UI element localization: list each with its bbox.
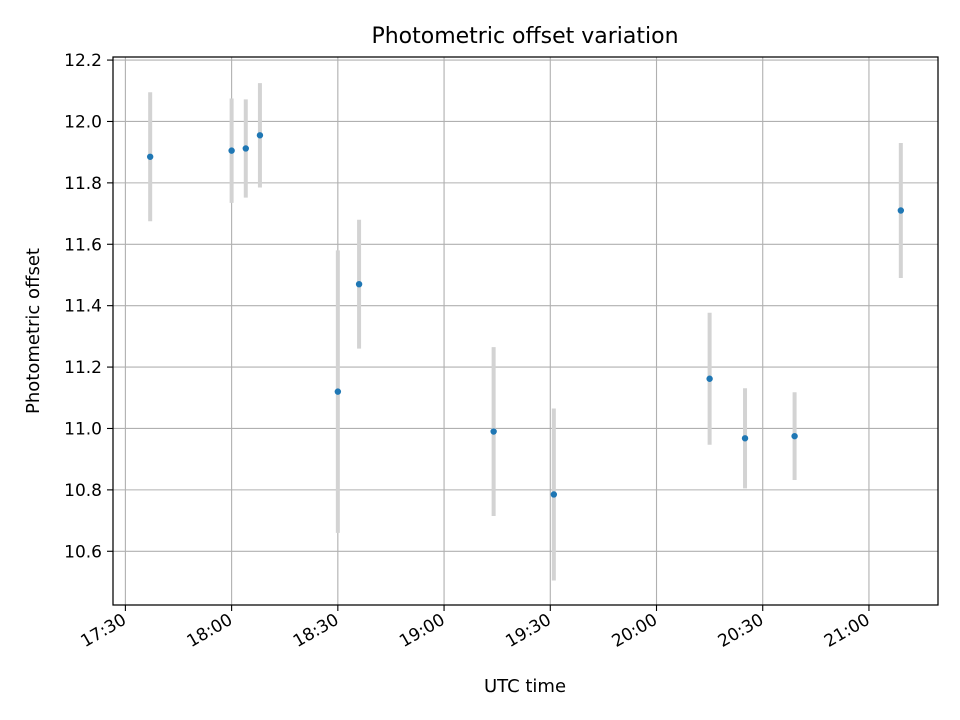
- y-tick-label: 11.0: [64, 419, 102, 439]
- data-point: [897, 207, 905, 214]
- y-axis-ticks: 10.6 10.8 11.0 11.2 11.4 11.6 11.8 12.0 12.2: [64, 51, 113, 562]
- y-tick-label: 12.2: [64, 51, 102, 71]
- data-point: [334, 388, 342, 395]
- data-point: [550, 491, 558, 498]
- y-axis-label: Photometric offset: [23, 248, 44, 414]
- data-point: [490, 428, 497, 435]
- data-point: [741, 435, 749, 442]
- y-tick-label: 11.4: [64, 297, 102, 317]
- data-point: [256, 132, 264, 139]
- y-tick-label: 11.8: [64, 174, 102, 194]
- data-points: [146, 132, 905, 498]
- grid-lines: [113, 57, 938, 605]
- y-tick-label: 11.2: [64, 358, 102, 378]
- data-point: [791, 432, 798, 440]
- x-axis-label: UTC time: [484, 676, 566, 697]
- chart-title: Photometric offset variation: [371, 24, 678, 49]
- data-point: [228, 147, 235, 154]
- y-tick-label: 12.0: [64, 112, 102, 132]
- data-point: [146, 153, 154, 160]
- plot-area-frame: [112, 56, 939, 606]
- y-tick-label: 10.6: [64, 542, 102, 562]
- y-tick-label: 10.8: [64, 481, 102, 501]
- data-point: [355, 280, 363, 288]
- y-tick-label: 11.6: [64, 235, 102, 255]
- data-point: [242, 145, 249, 152]
- data-point: [706, 375, 713, 382]
